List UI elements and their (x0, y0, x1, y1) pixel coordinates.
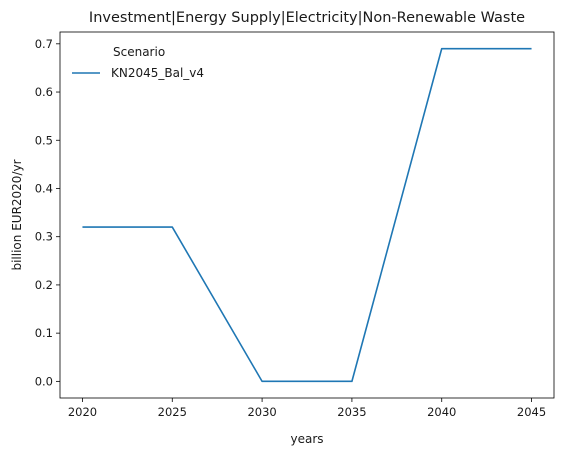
x-tick-label: 2040 (427, 405, 456, 419)
x-tick-label: 2025 (158, 405, 187, 419)
legend: Scenario KN2045_Bal_v4 (72, 45, 204, 80)
x-axis-ticks: 2020 2025 2030 2035 2040 2045 (68, 398, 546, 419)
x-tick-label: 2045 (517, 405, 546, 419)
legend-label-kn2045-bal-v4: KN2045_Bal_v4 (111, 66, 204, 80)
chart-title: Investment|Energy Supply|Electricity|Non… (89, 10, 525, 26)
y-tick-label: 0.1 (35, 326, 53, 340)
legend-title: Scenario (113, 45, 165, 59)
y-tick-label: 0.3 (35, 230, 53, 244)
series-line-kn2045-bal-v4 (82, 47, 532, 383)
y-tick-label: 0.4 (35, 181, 53, 195)
x-tick-label: 2020 (68, 405, 97, 419)
x-tick-label: 2035 (337, 405, 366, 419)
plot-frame (59, 31, 555, 399)
y-axis-ticks: 0.0 0.1 0.2 0.3 0.4 0.5 0.6 0.7 (35, 37, 60, 388)
y-axis-label: billion EUR2020/yr (10, 159, 24, 270)
y-tick-label: 0.2 (35, 278, 53, 292)
y-tick-label: 0.6 (35, 85, 53, 99)
y-tick-label: 0.5 (35, 133, 53, 147)
x-tick-label: 2030 (247, 405, 276, 419)
series-layer (82, 47, 532, 383)
y-tick-label: 0.0 (35, 374, 53, 388)
y-tick-label: 0.7 (35, 37, 53, 51)
x-axis-label: years (290, 432, 323, 446)
